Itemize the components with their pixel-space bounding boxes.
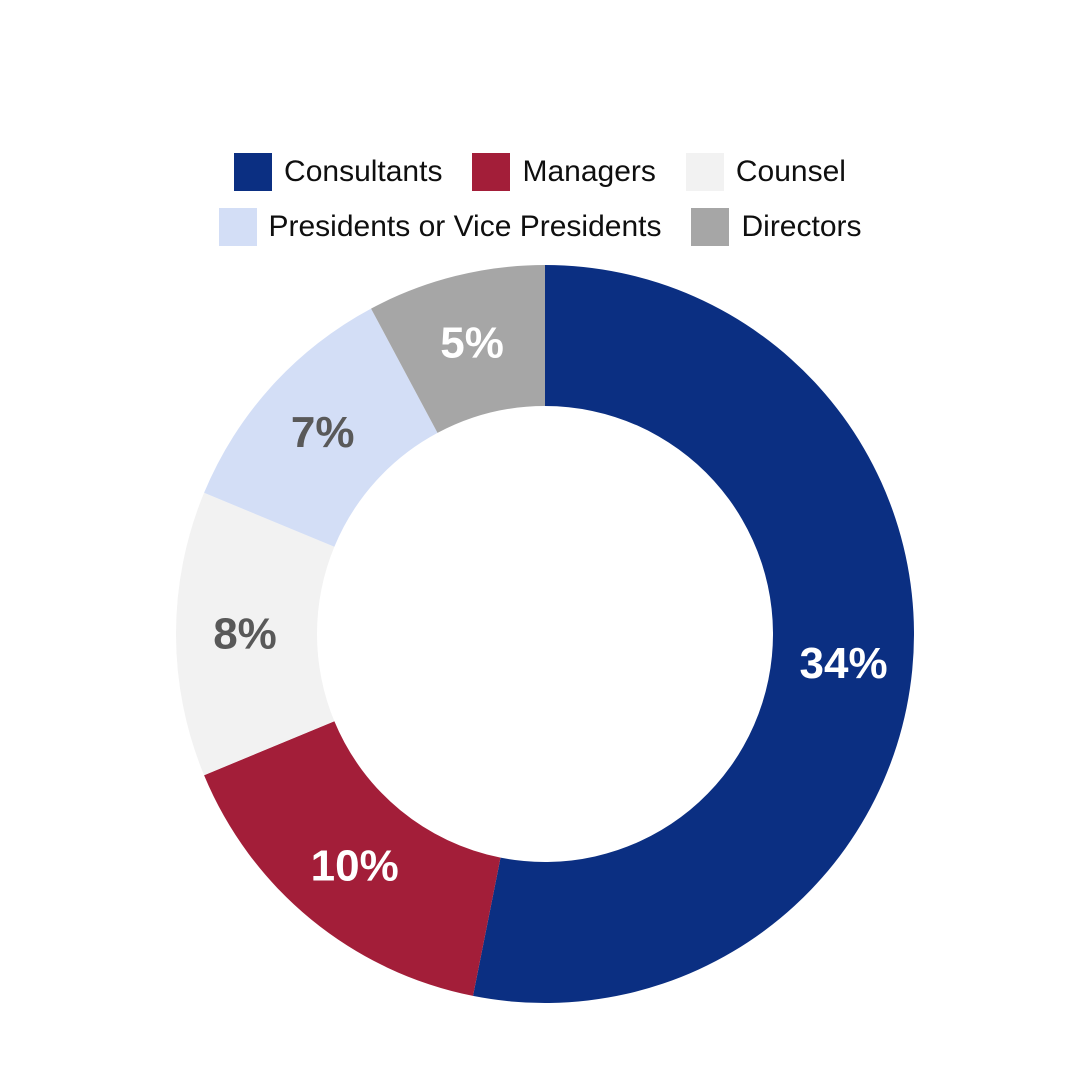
donut-slice-presidents-or-vice-presidents [204,308,438,547]
slice-label-managers: 10% [311,841,399,890]
slice-label-presidents-or-vice-presidents: 7% [291,408,355,457]
slice-label-counsel: 8% [213,610,277,659]
legend-swatch-consultants [234,153,273,191]
donut-slice-consultants [473,265,914,1003]
legend-item-presidents-or-vice-presidents: Presidents or Vice Presidents [218,208,662,246]
slice-label-consultants: 34% [800,639,888,688]
legend-label-directors: Directors [741,210,862,243]
legend-row: Consultants Managers Counsel [234,153,846,191]
legend-label-managers: Managers [522,155,656,188]
legend-item-managers: Managers [472,153,656,191]
slice-label-directors: 5% [440,318,504,367]
legend-swatch-counsel [685,153,724,191]
legend-item-consultants: Consultants [234,153,442,191]
legend-item-directors: Directors [691,208,862,246]
legend-swatch-presidents-or-vice-presidents [218,208,257,246]
donut-slice-directors [371,265,545,433]
legend-label-counsel: Counsel [735,155,846,188]
donut-slice-counsel [175,492,335,776]
chart-legend: Consultants Managers Counsel Presidents or … [0,153,1080,246]
legend-row: Presidents or Vice Presidents Directors [218,208,862,246]
legend-swatch-directors [691,208,730,246]
legend-swatch-managers [472,153,511,191]
legend-label-consultants: Consultants [284,155,443,188]
donut-slice-managers [204,721,501,996]
legend-label-presidents-or-vice-presidents: Presidents or Vice Presidents [268,210,662,243]
legend-item-counsel: Counsel [685,153,846,191]
